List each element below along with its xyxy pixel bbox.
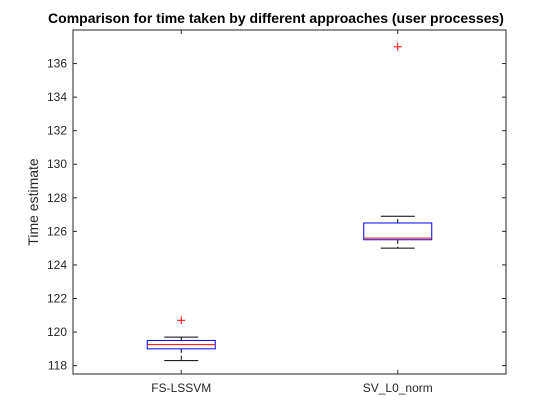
y-tick-label: 126 [47, 224, 67, 238]
y-tick-label: 134 [47, 90, 67, 104]
box-series [146, 42, 433, 362]
outlier-marker [177, 316, 186, 325]
y-tick-label: 136 [47, 57, 67, 71]
box-iqr [363, 222, 433, 241]
y-tick-label: 120 [47, 325, 67, 339]
y-tick-label: 130 [47, 157, 67, 171]
box-sv-l0-norm [363, 42, 433, 249]
x-axis-ticks: FS-LSSVM SV_L0_norm [151, 30, 433, 395]
y-tick-label: 122 [47, 291, 67, 305]
y-tick-label: 132 [47, 124, 67, 138]
chart-title: Comparison for time taken by different a… [48, 10, 504, 26]
y-tick-label: 124 [47, 258, 67, 272]
box-fs-lssvm [146, 316, 216, 362]
x-tick-label: SV_L0_norm [363, 381, 433, 395]
y-tick-label: 128 [47, 191, 67, 205]
y-axis-ticks: 118 120 122 124 126 128 130 132 134 136 [47, 57, 506, 373]
outlier-marker [393, 42, 402, 51]
plot-area-frame [72, 29, 507, 375]
x-tick-label: FS-LSSVM [151, 381, 211, 395]
y-axis-label: Time estimate [25, 158, 41, 246]
y-tick-label: 118 [48, 359, 67, 373]
